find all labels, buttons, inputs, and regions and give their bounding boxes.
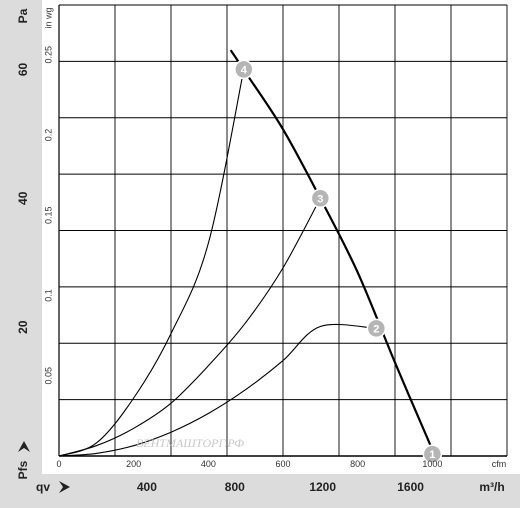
marker-circle <box>366 318 387 339</box>
x-axis-arrow-icon <box>59 481 70 493</box>
y-unit-inwg: in wg <box>43 7 53 28</box>
marker-circle <box>234 59 254 80</box>
marker-label: 4 <box>241 64 248 76</box>
system-curve-3 <box>58 198 321 457</box>
marker-circle <box>310 188 331 209</box>
bottom-axis-panel <box>0 474 520 508</box>
x-tick-label-cfm: 600 <box>275 459 290 469</box>
x-tick-label-cfm: 200 <box>126 459 141 469</box>
marker-label: 3 <box>317 193 323 205</box>
marker-label: 1 <box>429 449 435 461</box>
y-axis-arrow-icon <box>18 441 30 452</box>
x-axis-label: qv <box>36 480 50 494</box>
x-unit-m3h: m³/h <box>479 480 504 494</box>
x-tick-label-cfm: 400 <box>201 459 216 469</box>
marker-circle <box>422 444 443 464</box>
y-tick-label-inwg: 0.15 <box>43 207 53 225</box>
x-unit-cfm: cfm <box>492 459 507 469</box>
y-tick-label-inwg: 0.25 <box>43 46 53 64</box>
x-tick-label-m3h: 1200 <box>309 480 336 494</box>
y-tick-label-inwg: 0.05 <box>43 367 53 385</box>
system-curve-4 <box>58 69 245 457</box>
y-tick-label-inwg: 0.2 <box>43 129 53 142</box>
y-tick-label-pa: 40 <box>16 191 30 205</box>
operating-point-markers: 1 2 3 4 <box>234 59 443 464</box>
y-unit-pa: Pa <box>16 8 30 23</box>
operating-point-3: 3 <box>310 188 331 209</box>
x-tick-label-m3h: 1600 <box>397 480 424 494</box>
x-tick-label-cfm: 1000 <box>422 459 442 469</box>
x-tick-label-cfm: 0 <box>56 459 61 469</box>
y-tick-label-pa: 20 <box>16 320 30 334</box>
axis-labels: 20 40 60 Pa Pfs 0.05 0.1 0.15 0.2 0.25 in wg 0 200 40… <box>16 7 506 494</box>
x-tick-label-cfm: 800 <box>350 459 365 469</box>
system-curve-2 <box>58 323 377 457</box>
operating-point-1: 1 <box>422 444 443 464</box>
operating-point-2: 2 <box>366 318 387 339</box>
y-tick-label-inwg: 0.1 <box>43 289 53 302</box>
y-axis-label: Pfs <box>16 460 30 479</box>
x-tick-label-m3h: 800 <box>225 480 245 494</box>
x-tick-label-m3h: 400 <box>137 480 157 494</box>
marker-label: 2 <box>373 323 379 335</box>
operating-point-4: 4 <box>234 59 254 80</box>
left-axis-panel <box>0 0 42 508</box>
y-tick-label-pa: 60 <box>16 62 30 76</box>
watermark: ВЕНТМАШТОРГ.РФ <box>136 436 244 450</box>
